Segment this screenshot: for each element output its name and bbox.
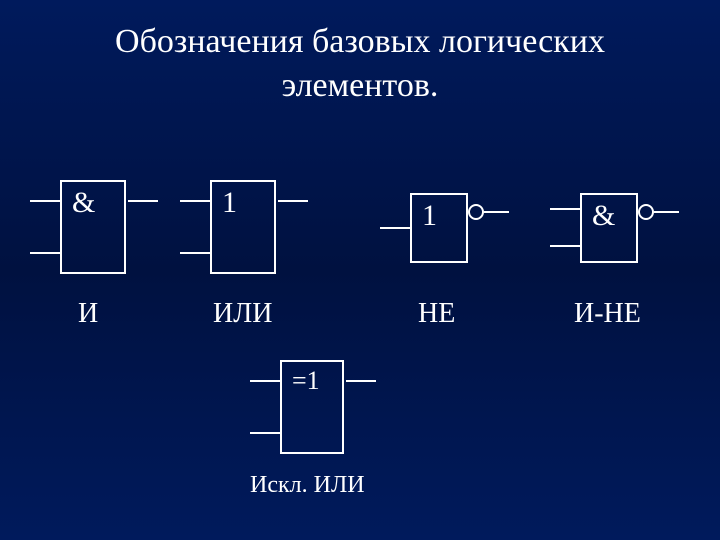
gate-xor-output — [346, 380, 376, 382]
gate-not-input — [380, 227, 410, 229]
gate-and-symbol: & — [72, 186, 95, 220]
gate-or-label: ИЛИ — [213, 298, 272, 330]
title-line-2: элементов. — [282, 67, 439, 104]
gate-xor: =1 — [280, 360, 344, 454]
gate-or-symbol: 1 — [222, 186, 237, 220]
gate-and: & — [60, 180, 126, 274]
gate-not: 1 — [410, 193, 468, 263]
gate-nand-input-1 — [550, 208, 580, 210]
gate-nand: & — [580, 193, 638, 263]
gate-and-input-1 — [30, 200, 60, 202]
gate-or-input-1 — [180, 200, 210, 202]
gate-xor-label: Искл. ИЛИ — [250, 472, 365, 499]
slide-title: Обозначения базовых логических элементов… — [0, 0, 720, 108]
gate-or-output — [278, 200, 308, 202]
gate-not-label: НЕ — [418, 298, 455, 330]
gate-nand-bubble-icon — [638, 204, 654, 220]
gate-nand-output — [654, 211, 679, 213]
gate-and-output — [128, 200, 158, 202]
gate-nand-input-2 — [550, 245, 580, 247]
gate-and-label: И — [78, 298, 98, 330]
gate-or-input-2 — [180, 252, 210, 254]
gate-xor-input-1 — [250, 380, 280, 382]
gate-and-input-2 — [30, 252, 60, 254]
gate-xor-input-2 — [250, 432, 280, 434]
gate-not-symbol: 1 — [422, 199, 437, 233]
gate-not-output — [484, 211, 509, 213]
gate-or: 1 — [210, 180, 276, 274]
title-line-1: Обозначения базовых логических — [115, 23, 605, 60]
gate-nand-label: И-НЕ — [574, 298, 641, 330]
gate-xor-symbol: =1 — [292, 366, 320, 396]
gate-not-bubble-icon — [468, 204, 484, 220]
gate-nand-symbol: & — [592, 199, 615, 233]
